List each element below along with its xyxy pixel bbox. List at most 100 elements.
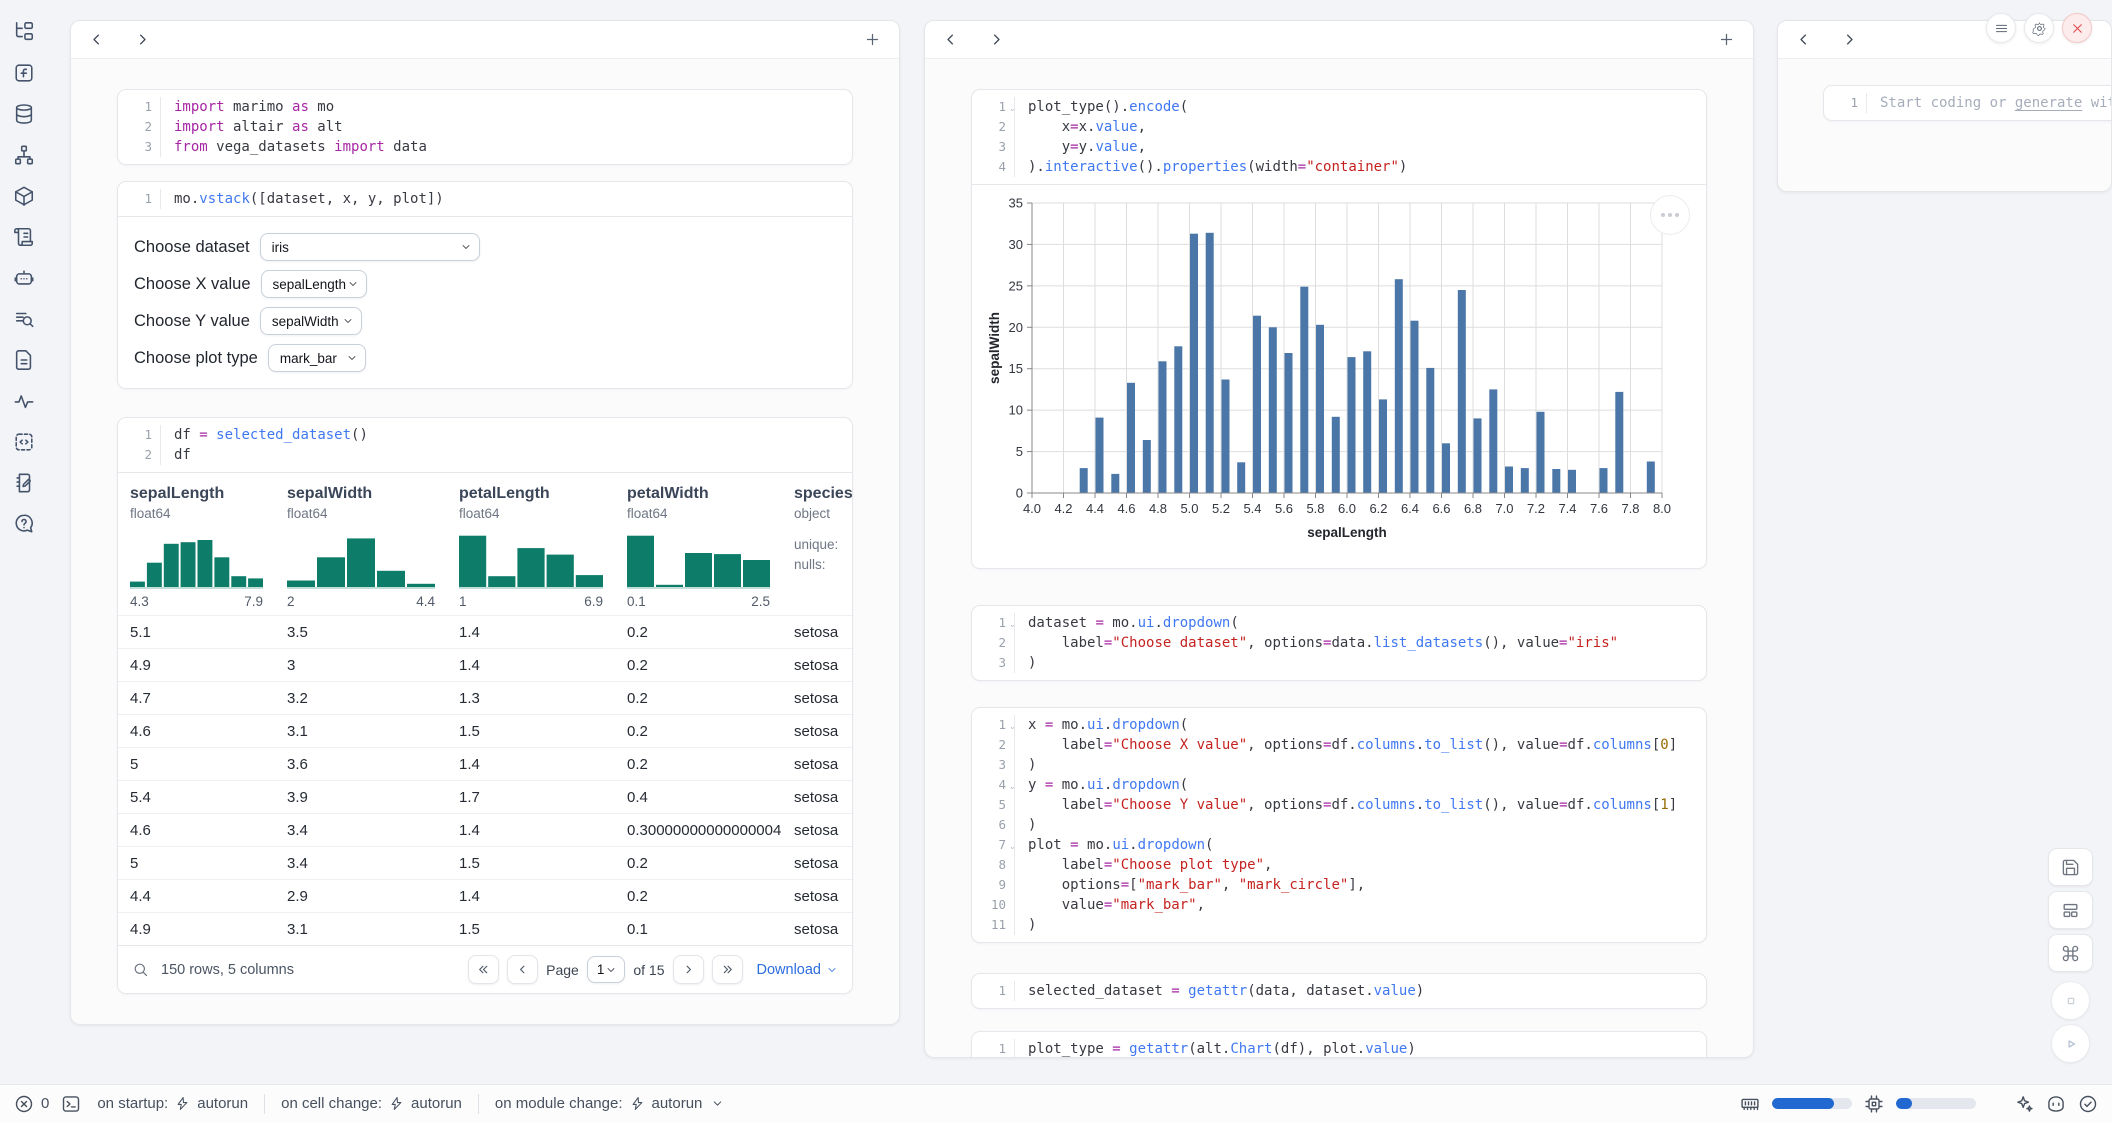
code-editor[interactable]: ⌄1dataset = mo.ui.dropdown(2 label="Choo… [972, 606, 1706, 680]
dropdown-row: Choose plot type mark_bar [134, 343, 836, 373]
table-row[interactable]: 5.43.91.70.4setosa [118, 780, 853, 813]
page-select[interactable]: 1 [587, 956, 626, 983]
cell-xy-plot-dropdowns[interactable]: ⌄1x = mo.ui.dropdown(2 label="Choose X v… [971, 707, 1707, 943]
editor-placeholder[interactable]: Start coding or generate with AI [1866, 93, 2112, 113]
scratchpad-icon[interactable] [12, 471, 36, 495]
line-number: 1 [118, 425, 160, 445]
line-number: 9 [972, 875, 1014, 895]
search-icon[interactable] [132, 961, 149, 978]
panel-middle-header [925, 21, 1753, 59]
database-icon[interactable] [12, 102, 36, 126]
altair-bar-chart[interactable]: 051015202530354.04.24.44.64.85.05.25.45.… [986, 193, 1676, 557]
help-icon[interactable] [12, 512, 36, 536]
logs-search-icon[interactable] [12, 307, 36, 331]
download-button[interactable]: Download [757, 962, 839, 978]
cell-plot[interactable]: ⌄1plot_type().encode(2 x=x.value,3 y=y.v… [971, 89, 1707, 569]
table-row[interactable]: 4.42.91.40.2setosa [118, 879, 853, 912]
add-cell-icon[interactable] [1719, 32, 1735, 48]
svg-text:6.2: 6.2 [1369, 501, 1387, 516]
column-header[interactable]: speciesobjectunique:nulls: [782, 483, 853, 615]
column-header[interactable]: petalWidthfloat640.12.5 [615, 483, 782, 615]
first-page-button[interactable] [468, 955, 499, 984]
dataset-dropdown[interactable]: iris [260, 233, 480, 261]
code-editor[interactable]: 1selected_dataset = getattr(data, datase… [972, 974, 1706, 1008]
cell-plot-type[interactable]: 1plot_type = getattr(alt.Chart(df), plot… [971, 1031, 1707, 1058]
chevron-right-icon[interactable] [989, 32, 1005, 48]
file-tree-icon[interactable] [12, 20, 36, 44]
table-row[interactable]: 53.41.50.2setosa [118, 846, 853, 879]
plot-type-dropdown[interactable]: mark_bar [268, 344, 366, 372]
code-editor[interactable]: ⌄1x = mo.ui.dropdown(2 label="Choose X v… [972, 708, 1706, 942]
last-page-button[interactable] [712, 955, 743, 984]
code-editor[interactable]: 1df = selected_dataset()2df [118, 418, 852, 472]
column-header[interactable]: sepalLengthfloat644.37.9 [118, 483, 275, 615]
chevron-left-icon[interactable] [89, 32, 105, 48]
chart-options-button[interactable] [1650, 195, 1690, 235]
column-header[interactable]: petalLengthfloat6416.9 [447, 483, 615, 615]
page-label: Page [546, 962, 579, 978]
table-row[interactable]: 4.73.21.30.2setosa [118, 681, 853, 714]
svg-text:5.2: 5.2 [1212, 501, 1230, 516]
column-histogram [130, 531, 263, 589]
cell-vstack[interactable]: 1mo.vstack([dataset, x, y, plot]) Choose… [117, 181, 853, 389]
notebook-column-right: 1 Start coding or generate with AI [1777, 20, 2112, 192]
line-number: ⌄1 [972, 97, 1014, 117]
column-header[interactable]: sepalWidthfloat6424.4 [275, 483, 447, 615]
prev-page-button[interactable] [507, 955, 538, 984]
add-cell-icon[interactable] [865, 32, 881, 48]
settings-button[interactable] [2024, 13, 2054, 43]
dropdown-label: Choose plot type [134, 349, 258, 368]
generate-link[interactable]: generate [2015, 95, 2082, 111]
stop-button[interactable] [2051, 981, 2090, 1020]
code-editor[interactable]: 1mo.vstack([dataset, x, y, plot]) [118, 182, 852, 216]
code-editor[interactable]: 1 Start coding or generate with AI [1824, 86, 2112, 120]
cell-dataframe[interactable]: 1df = selected_dataset()2df sepalLengthf… [117, 417, 853, 994]
table-row[interactable]: 4.931.40.2setosa [118, 648, 853, 681]
on-cell-change-setting[interactable]: on cell change: autorun [281, 1095, 462, 1112]
line-number: 2 [972, 633, 1014, 653]
code-editor[interactable]: 1plot_type = getattr(alt.Chart(df), plot… [972, 1032, 1706, 1058]
chevron-right-icon[interactable] [135, 32, 151, 48]
keyboard-shortcuts-button[interactable] [2048, 934, 2093, 972]
package-icon[interactable] [12, 184, 36, 208]
on-startup-setting[interactable]: on startup: autorun [97, 1095, 248, 1112]
function-square-icon[interactable] [12, 61, 36, 85]
cell-dataset-dropdown[interactable]: ⌄1dataset = mo.ui.dropdown(2 label="Choo… [971, 605, 1707, 681]
chevron-right-icon[interactable] [1842, 32, 1858, 48]
ai-sparkles-icon[interactable] [2014, 1094, 2034, 1114]
table-row[interactable]: 53.61.40.2setosa [118, 747, 853, 780]
dependency-graph-icon[interactable] [12, 143, 36, 167]
code-editor[interactable]: ⌄1plot_type().encode(2 x=x.value,3 y=y.v… [972, 90, 1706, 184]
check-circle-icon[interactable] [2078, 1094, 2098, 1114]
tracing-activity-icon[interactable] [12, 389, 36, 413]
terminal-button[interactable] [61, 1094, 81, 1114]
x-value-dropdown[interactable]: sepalLength [261, 270, 367, 298]
table-row[interactable]: 5.13.51.40.2setosa [118, 615, 853, 648]
copilot-icon[interactable] [2046, 1094, 2066, 1114]
line-number: 8 [972, 855, 1014, 875]
table-row[interactable]: 4.63.41.40.30000000000000004setosa [118, 813, 853, 846]
cell-selected-dataset[interactable]: 1selected_dataset = getattr(data, datase… [971, 973, 1707, 1009]
error-indicator[interactable]: 0 [14, 1094, 49, 1114]
run-all-button[interactable] [2051, 1024, 2090, 1063]
menu-button[interactable] [1986, 13, 2016, 43]
snippets-icon[interactable] [12, 430, 36, 454]
save-button[interactable] [2048, 848, 2093, 886]
cell-imports[interactable]: 1import marimo as mo2import altair as al… [117, 89, 853, 165]
table-row[interactable]: 4.63.11.50.2setosa [118, 714, 853, 747]
chat-assistant-icon[interactable] [12, 266, 36, 290]
on-module-change-setting[interactable]: on module change: autorun [495, 1095, 724, 1112]
layout-button[interactable] [2048, 891, 2093, 929]
changelog-scroll-icon[interactable] [12, 225, 36, 249]
line-number: ⌄7 [972, 835, 1014, 855]
close-panel-button[interactable] [2062, 13, 2092, 43]
chevron-left-icon[interactable] [1796, 32, 1812, 48]
empty-code-cell[interactable]: 1 Start coding or generate with AI [1823, 85, 2112, 121]
svg-text:6.8: 6.8 [1464, 501, 1482, 516]
table-row[interactable]: 4.93.11.50.1setosa [118, 912, 853, 945]
code-editor[interactable]: 1import marimo as mo2import altair as al… [118, 90, 852, 164]
chevron-left-icon[interactable] [943, 32, 959, 48]
next-page-button[interactable] [673, 955, 704, 984]
documentation-icon[interactable] [12, 348, 36, 372]
y-value-dropdown[interactable]: sepalWidth [260, 307, 362, 335]
